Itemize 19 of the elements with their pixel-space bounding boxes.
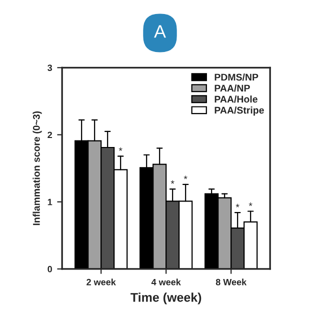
y-tick-label: 2 xyxy=(48,132,52,138)
y-tick-label: 1 xyxy=(48,198,52,206)
legend-label: PAA/Hole xyxy=(214,96,258,103)
x-axis-title: Time (week) xyxy=(130,292,202,304)
x-tick-label: 2 week xyxy=(86,278,116,286)
chart-title: A xyxy=(154,25,166,38)
x-tick-label: 4 week xyxy=(151,278,181,286)
annotation: * xyxy=(236,204,240,208)
x-tick-label: 8 Week xyxy=(216,278,247,286)
legend-label: PDMS/NP xyxy=(214,73,258,81)
annotation: * xyxy=(248,202,252,206)
legend-label: PAA/NP xyxy=(214,84,250,92)
annotation: * xyxy=(118,148,122,151)
y-axis-title: Inflammation score (0~3) xyxy=(32,111,42,226)
y-tick-label: 3 xyxy=(48,64,52,72)
y-tick-label: 0 xyxy=(48,266,52,272)
legend-label: PAA/Stripe xyxy=(214,106,264,116)
annotation: * xyxy=(184,176,188,180)
annotation: * xyxy=(170,180,174,184)
